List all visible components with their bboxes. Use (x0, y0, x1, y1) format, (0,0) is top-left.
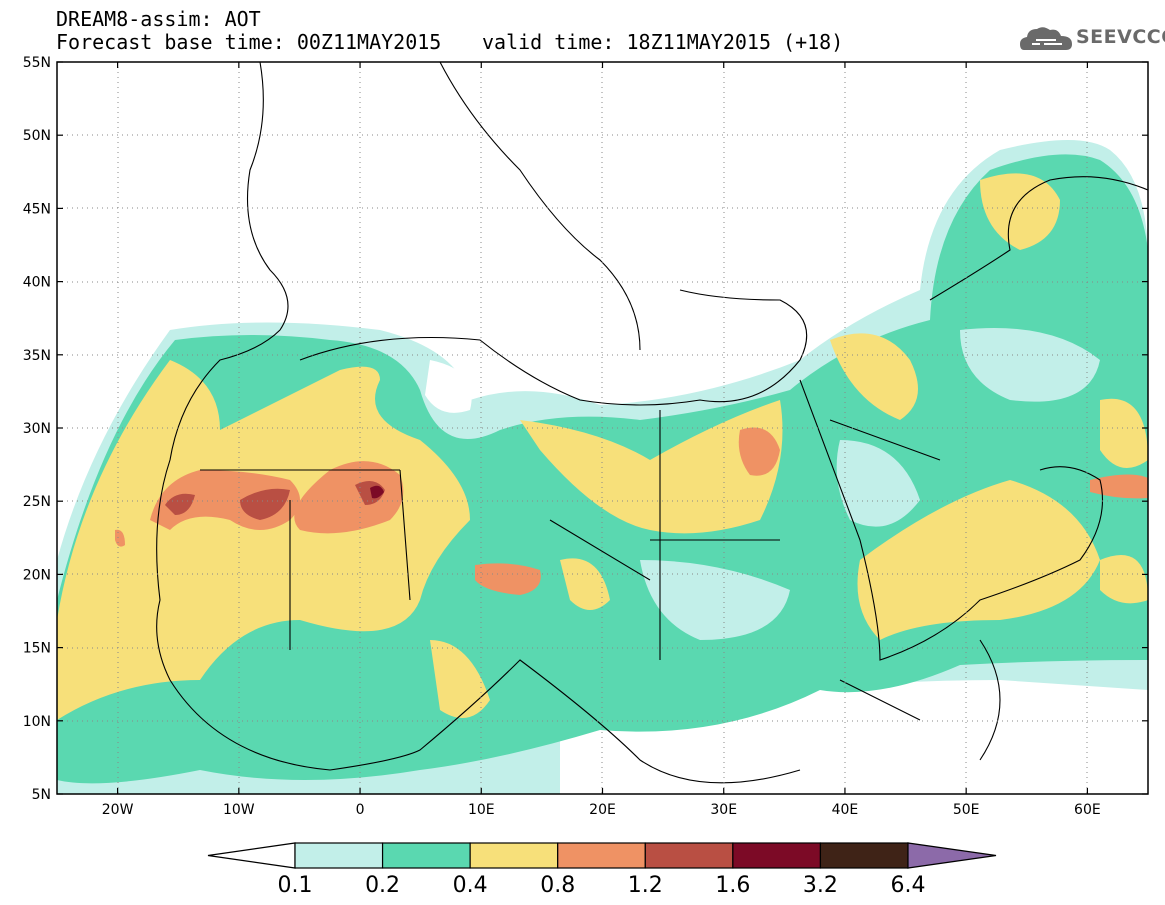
colorbar-swatch (819, 842, 909, 869)
colorbar-label: 0.2 (365, 873, 400, 898)
lat-tick-label: 10N (23, 714, 51, 730)
lon-tick-label: 20W (102, 802, 134, 818)
valid-time: valid time: 18Z11MAY2015 (+18) (482, 30, 844, 54)
lat-tick-label: 5N (32, 787, 51, 803)
coastlines (156, 62, 1148, 784)
lat-tick-label: 15N (23, 641, 51, 657)
lat-tick-label: 25N (23, 494, 51, 510)
lat-tick-label: 35N (23, 348, 51, 364)
lat-tick-label: 40N (23, 275, 51, 291)
colorbar-swatch (557, 842, 646, 869)
map-title: DREAM8-assim: AOT (56, 7, 261, 31)
colorbar: 0.1 0.2 0.4 0.8 1.2 1.6 3.2 6.4 (207, 842, 997, 898)
colorbar-under-arrow (207, 842, 296, 869)
lon-tick-label: 40E (832, 802, 859, 818)
lat-tick-label: 50N (23, 128, 51, 144)
lat-tick-label: 55N (23, 55, 51, 71)
longitude-axis: 20W 10W 0 10E 20E 30E 40E 50E 60E (102, 62, 1101, 818)
map-grid (57, 62, 1148, 794)
lon-tick-label: 60E (1074, 802, 1101, 818)
colorbar-label: 0.4 (453, 873, 488, 898)
colorbar-swatch (381, 842, 471, 869)
lat-tick-label: 20N (23, 567, 51, 583)
colorbar-label: 6.4 (891, 873, 926, 898)
colorbar-label: 0.8 (540, 873, 575, 898)
cloud-logo-icon (1020, 27, 1072, 50)
lon-tick-label: 20E (589, 802, 616, 818)
colorbar-over-arrow (907, 842, 997, 869)
lat-tick-label: 30N (23, 421, 51, 437)
colorbar-swatch (732, 842, 822, 869)
latitude-axis: 55N 50N 45N 40N 35N 30N 25N 20N 15N 10N 5N (23, 55, 1148, 803)
colorbar-swatch (294, 842, 384, 869)
forecast-base-time: Forecast base time: 00Z11MAY2015 (56, 30, 442, 54)
colorbar-label: 1.2 (628, 873, 663, 898)
colorbar-swatch (469, 842, 559, 869)
lon-tick-label: 10W (223, 802, 255, 818)
colorbar-label: 0.1 (278, 873, 313, 898)
lon-tick-label: 50E (953, 802, 980, 818)
colorbar-label: 1.6 (715, 873, 750, 898)
colorbar-swatch (644, 842, 734, 869)
lon-tick-label: 10E (468, 802, 495, 818)
colorbar-label: 3.2 (803, 873, 838, 898)
logo-text: SEEVCCC (1076, 26, 1165, 48)
lat-tick-label: 45N (23, 201, 51, 217)
lon-tick-label: 0 (356, 802, 365, 818)
lon-tick-label: 30E (710, 802, 737, 818)
